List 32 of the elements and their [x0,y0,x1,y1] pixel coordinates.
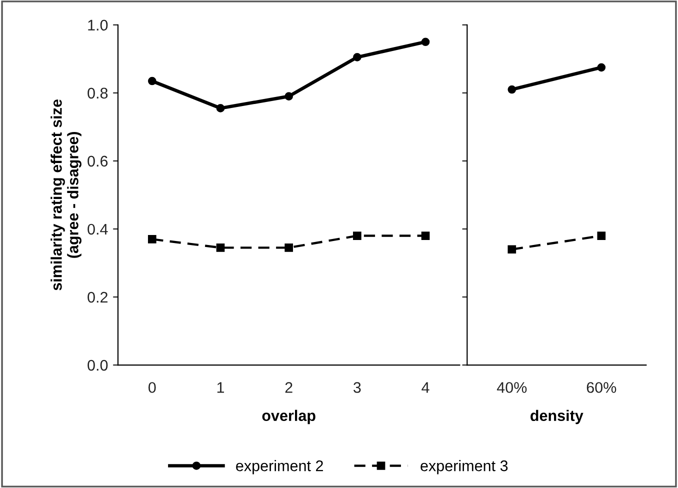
y-tick-label: 1.0 [88,20,108,31]
point [421,38,430,46]
point [508,245,516,254]
x-tick-label: 3 [354,382,361,393]
point [216,244,225,252]
x-tick-label: 0 [148,382,156,393]
x-tick-label: 1 [217,382,224,393]
x-axis-title: density [530,410,584,424]
y-tick-label: 0.6 [88,156,108,167]
y-tick-label: 0.4 [88,224,108,235]
x-tick-label: 2 [285,382,292,393]
legend-label: experiment 2 [236,460,323,474]
point [353,53,362,62]
legend-label: experiment 3 [420,460,508,474]
point [597,232,606,240]
x-axis-title: overlap [262,410,316,424]
point [508,85,516,94]
point [284,244,293,252]
point [597,63,606,72]
y-tick-label: 0.2 [88,292,108,303]
x-tick-label: 40% [496,382,527,393]
point [284,92,293,100]
point [216,104,225,112]
y-axis-title: similarity rating effect size (agree - disagree) [50,100,82,290]
x-tick-label: 4 [422,382,430,393]
point [148,76,156,86]
point [148,235,156,244]
point [421,232,430,240]
y-tick-label: 0.0 [88,360,108,371]
x-tick-label: 60% [586,382,616,393]
point [353,232,362,240]
y-tick-label: 0.8 [88,88,108,99]
